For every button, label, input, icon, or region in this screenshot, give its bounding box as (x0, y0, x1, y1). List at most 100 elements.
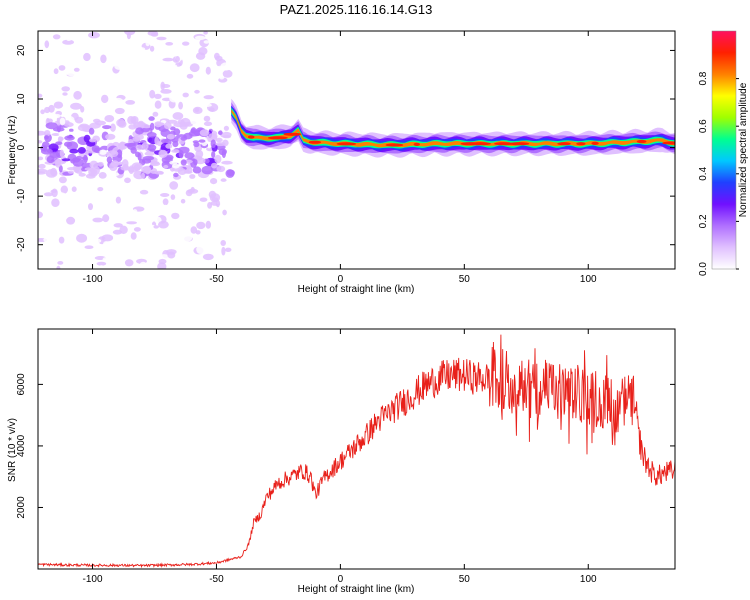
heatmap-cell (81, 256, 92, 265)
heatmap-cell (42, 203, 48, 210)
heatmap-cell (51, 133, 61, 136)
x-tick-label: -50 (209, 274, 224, 285)
heatmap-cell (124, 199, 130, 208)
heatmap-cell (123, 87, 129, 91)
heatmap-cell (102, 257, 110, 263)
heatmap-cell (221, 160, 233, 165)
heatmap-cell (205, 66, 211, 75)
snr-frame (37, 328, 676, 570)
heatmap-cell (42, 145, 48, 152)
colorbar: 0.0 0.2 0.4 0.6 0.8 Normalized spectral ampl… (698, 30, 749, 276)
heatmap-cell (64, 135, 75, 141)
heatmap-cell (162, 57, 174, 62)
y-tick-label: 20 (16, 44, 27, 56)
heatmap-cell (74, 116, 84, 124)
heatmap-cell (99, 149, 107, 155)
heatmap-cell (172, 112, 184, 120)
heatmap-cell (124, 177, 131, 184)
heatmap-cell (138, 221, 146, 225)
x-tick-label: 100 (580, 574, 597, 585)
heatmap-cell (203, 115, 211, 122)
heatmap-cell (77, 147, 86, 154)
heatmap-cell (83, 154, 88, 164)
heatmap-cell (52, 127, 65, 132)
heatmap-cell (203, 121, 213, 127)
snr-axes: -100 -50 0 50 100 2000 4000 6000 (16, 329, 675, 585)
heatmap-cell (139, 26, 148, 31)
heatmap-cell (90, 47, 101, 56)
heatmap-cell (158, 220, 169, 229)
heatmap-cell (66, 70, 78, 77)
x-tick-label: 50 (459, 574, 471, 585)
heatmap-cell (197, 208, 202, 214)
heatmap-cell (58, 165, 63, 173)
heatmap-cell (149, 89, 156, 99)
heatmap-cell (198, 47, 208, 56)
heatmap-cell (98, 191, 104, 198)
x-tick-label: 0 (338, 574, 344, 585)
heatmap-cell (160, 89, 172, 94)
y-tick-label: -10 (16, 188, 27, 203)
heatmap-cell (210, 65, 217, 73)
heatmap-cell (205, 220, 211, 229)
heatmap-cell (64, 197, 74, 202)
heatmap-cell (38, 156, 44, 161)
heatmap-cell (199, 233, 208, 242)
heatmap-cell (141, 158, 152, 164)
heatmap-cell (114, 245, 122, 249)
heatmap-cell (138, 120, 144, 125)
heatmap-cell (203, 95, 214, 100)
x-tick-label: -100 (83, 574, 103, 585)
heatmap-cell (154, 93, 162, 99)
heatmap-cell (134, 249, 139, 253)
heatmap-cell (89, 138, 97, 143)
spectrogram-ylabel: Frequency (Hz) (7, 116, 18, 185)
heatmap-cell (161, 84, 171, 88)
heatmap-cell (44, 130, 51, 137)
heatmap-cell (38, 211, 43, 219)
heatmap-cell (105, 84, 112, 90)
heatmap-cell (72, 158, 84, 167)
heatmap-cell (189, 174, 196, 179)
heatmap-cell (95, 120, 106, 126)
ridge-peak (283, 132, 302, 136)
heatmap-cell (94, 238, 102, 243)
heatmap-cell (133, 68, 146, 77)
heatmap-cell (169, 238, 177, 246)
heatmap-cell (109, 162, 118, 172)
snr-series (38, 334, 675, 569)
heatmap-cell (77, 59, 86, 63)
heatmap-cell (224, 108, 232, 116)
heatmap-cell (169, 94, 179, 103)
heatmap-cell (43, 192, 54, 197)
heatmap-cell (115, 196, 121, 204)
heatmap-cell (105, 49, 111, 57)
heatmap-cell (202, 253, 214, 261)
heatmap-cell (163, 165, 169, 169)
heatmap-cell (154, 100, 162, 109)
heatmap-cell (218, 130, 223, 135)
heatmap-cell (97, 62, 106, 67)
heatmap-cell (78, 204, 84, 213)
heatmap-cell (98, 265, 105, 269)
heatmap-cell (222, 135, 231, 139)
heatmap-cell (199, 197, 208, 202)
heatmap-cell (52, 34, 61, 40)
colorbar-tick-label: 0.4 (698, 166, 709, 180)
heatmap-cell (92, 217, 104, 223)
heatmap-cell (46, 68, 56, 76)
ridge-band (231, 107, 675, 149)
heatmap-cell (112, 229, 123, 235)
heatmap-cell (114, 107, 125, 115)
ridge-peak (662, 141, 675, 145)
snr-panel: -100 -50 0 50 100 2000 4000 6000 Height of stra… (7, 328, 676, 595)
heatmap-cell (188, 84, 193, 88)
heatmap-cell (71, 186, 77, 192)
ridge-peak (247, 135, 255, 139)
heatmap-cell (101, 234, 114, 242)
heatmap-cell (59, 149, 65, 158)
heatmap-cell (60, 185, 68, 194)
heatmap-cell (57, 261, 64, 265)
heatmap-cell (124, 259, 134, 267)
